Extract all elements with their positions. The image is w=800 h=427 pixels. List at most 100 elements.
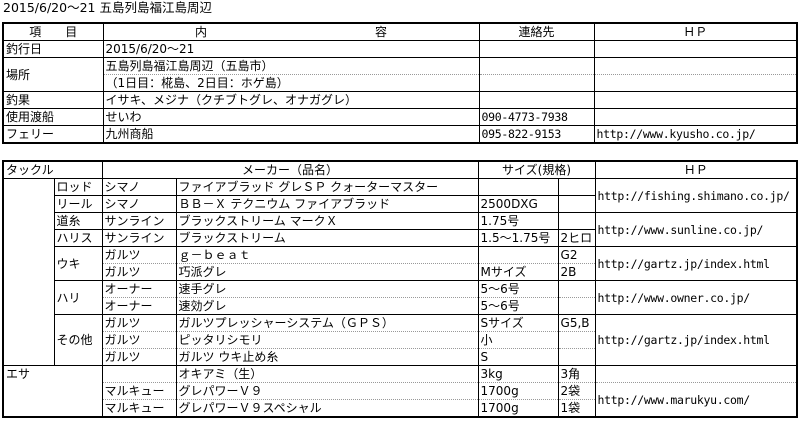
tackle-size: 小 xyxy=(477,331,559,349)
value-place: 五島列島福江島周辺（五島市） xyxy=(102,57,480,75)
tackle-product: ＢＢ－Ｘ テクニウム ファイアブラッド xyxy=(175,195,479,213)
tackle-row: 道糸 サンライン ブラックストリーム マークＸ 1.75号 http://www.sun… xyxy=(3,212,798,247)
value-date: 2015/6/20～21 xyxy=(102,40,480,58)
bait-product: グレパワーＶ９ xyxy=(175,382,479,400)
tackle-maker: オーナー xyxy=(101,297,177,315)
bait-maker xyxy=(101,365,177,383)
row-boat: 使用渡船 せいわ 090-4773-7938 xyxy=(2,108,798,126)
tackle-size xyxy=(477,178,559,196)
tackle-spec: G2 xyxy=(557,246,596,264)
tackle-size: S xyxy=(477,348,559,366)
tackle-size: Sサイズ xyxy=(477,314,559,332)
tackle-row: ハリス サンライン ブラックストリーム 1.5～1.75号 2ヒロ xyxy=(3,229,797,247)
hp-ferry-link[interactable]: http://www.kyusho.co.jp/ xyxy=(593,125,798,144)
contact-place-detail xyxy=(478,74,595,92)
tackle-table: タックル メーカー（品名） サイズ(規格) ＨＰ ロッド シマノ ファイアブラッド … xyxy=(2,160,798,418)
tackle-maker: ガルツ xyxy=(101,314,177,332)
bait-size: 1700g xyxy=(477,382,559,400)
tackle-maker: サンライン xyxy=(101,229,177,247)
tackle-spec: G5,B xyxy=(557,314,596,332)
bait-hp-link[interactable]: http://www.marukyu.com/ xyxy=(594,382,798,418)
header-tackle: タックル xyxy=(2,160,103,179)
bait-size: 1700g xyxy=(477,399,559,418)
value-boat: せいわ xyxy=(102,108,480,126)
tackle-hp-link[interactable]: http://gartz.jp/index.html xyxy=(594,314,798,366)
row-place: 場所 五島列島福江島周辺（五島市） xyxy=(2,57,798,92)
bait-spec: 1袋 xyxy=(557,399,596,418)
header-hp: ＨＰ xyxy=(593,22,798,41)
tackle-type: その他 xyxy=(53,314,103,366)
tackle-spec: 2ヒロ xyxy=(557,229,596,247)
bait-spec: 3角 xyxy=(557,365,596,383)
tackle-row: ロッド シマノ ファイアブラッド グレＳＰ クォーターマスター http://fish… xyxy=(2,178,798,366)
tackle-spec: 2B xyxy=(557,263,596,281)
bait-size: 3kg xyxy=(477,365,559,383)
value-catch: イサキ、メジナ（クチブトグレ、オナガグレ） xyxy=(102,91,480,109)
contact-catch xyxy=(478,91,595,109)
tackle-product: ピッタリシモリ xyxy=(175,331,479,349)
tackle-maker: オーナー xyxy=(101,280,177,298)
tackle-product: ｇ－ｂｅａｔ xyxy=(175,246,479,264)
bait-maker: マルキュー xyxy=(101,399,177,418)
row-date: 釣行日 2015/6/20～21 xyxy=(2,40,798,58)
hp-boat xyxy=(593,108,798,126)
value-place-detail: （1日目：椛島、2日目：ホゲ島） xyxy=(102,74,480,92)
summary-header-row: 項 目 内 容 連絡先 ＨＰ xyxy=(2,22,798,41)
label-boat: 使用渡船 xyxy=(2,108,104,126)
bait-spec: 2袋 xyxy=(557,382,596,400)
tackle-spec xyxy=(557,297,596,315)
contact-boat: 090-4773-7938 xyxy=(478,108,595,126)
bait-row: マルキュー グレパワーＶ９ 1700g 2袋 http://www.marukyu.co… xyxy=(3,382,798,418)
tackle-maker: シマノ xyxy=(101,195,177,213)
tackle-hp-link[interactable]: http://www.owner.co.jp/ xyxy=(594,280,798,315)
tackle-maker: ガルツ xyxy=(101,348,177,366)
label-ferry: フェリー xyxy=(2,125,104,144)
tackle-maker: サンライン xyxy=(101,212,177,230)
header-item: 項 目 xyxy=(2,22,104,41)
tackle-category-spacer xyxy=(2,178,55,366)
header-maker: メーカー（品名） xyxy=(101,160,479,179)
tackle-type: ハリス xyxy=(53,229,103,247)
row-place-detail: （1日目：椛島、2日目：ホゲ島） xyxy=(3,74,798,92)
tackle-maker: ガルツ xyxy=(101,263,177,281)
label-catch: 釣果 xyxy=(2,91,104,109)
header-size: サイズ(規格) xyxy=(477,160,596,179)
label-date: 釣行日 xyxy=(2,40,104,58)
row-ferry: フェリー 九州商船 095-822-9153 http://www.kyusho… xyxy=(2,125,798,144)
bait-row: エサ オキアミ（生） 3kg 3角 xyxy=(2,365,798,418)
tackle-size: Mサイズ xyxy=(477,263,559,281)
page-title: 2015/6/20～21 五島列島福江島周辺 xyxy=(3,0,212,15)
trip-summary-table: 項 目 内 容 連絡先 ＨＰ 釣行日 2015/6/20～21 場所 五島列島福… xyxy=(2,22,798,144)
hp-place-detail xyxy=(593,74,798,92)
tackle-product: 巧派グレ xyxy=(175,263,479,281)
bait-product: オキアミ（生） xyxy=(175,365,479,383)
tackle-type: リール xyxy=(53,195,103,213)
tackle-type: ウキ xyxy=(53,246,103,281)
tackle-size xyxy=(477,246,559,264)
tackle-spec xyxy=(557,195,596,213)
tackle-header-row: タックル メーカー（品名） サイズ(規格) ＨＰ xyxy=(2,160,798,179)
tackle-size: 5～6号 xyxy=(477,280,559,298)
bait-row: マルキュー グレパワーＶ９スペシャル 1700g 1袋 xyxy=(3,399,797,418)
tackle-row: ガルツ ピッタリシモリ小 xyxy=(3,331,797,349)
tackle-product: 速効グレ xyxy=(175,297,479,315)
header-contact: 連絡先 xyxy=(478,22,595,41)
tackle-type: ロッド xyxy=(53,178,103,196)
hp-date xyxy=(593,40,798,58)
tackle-product: ガルツ ウキ止め糸 xyxy=(175,348,479,366)
tackle-size: 1.5～1.75号 xyxy=(477,229,559,247)
contact-date xyxy=(478,40,595,58)
hp-catch xyxy=(593,91,798,109)
tackle-hp-link[interactable]: http://fishing.shimano.co.jp/ xyxy=(594,178,798,213)
tackle-spec xyxy=(557,178,596,196)
tackle-spec xyxy=(557,280,596,298)
bait-hp-link xyxy=(594,365,798,383)
tackle-row: その他 ガルツ ガルツプレッシャーシステム（ＧＰＳ） Sサイズ G5,B http://g… xyxy=(3,314,798,366)
tackle-type: ハリ xyxy=(53,280,103,315)
tackle-maker: ガルツ xyxy=(101,331,177,349)
tackle-hp-link[interactable]: http://gartz.jp/index.html xyxy=(594,246,798,281)
tackle-size: 2500DXG xyxy=(477,195,559,213)
tackle-hp-link[interactable]: http://www.sunline.co.jp/ xyxy=(594,212,798,247)
tackle-maker: シマノ xyxy=(101,178,177,196)
tackle-spec xyxy=(557,331,596,349)
